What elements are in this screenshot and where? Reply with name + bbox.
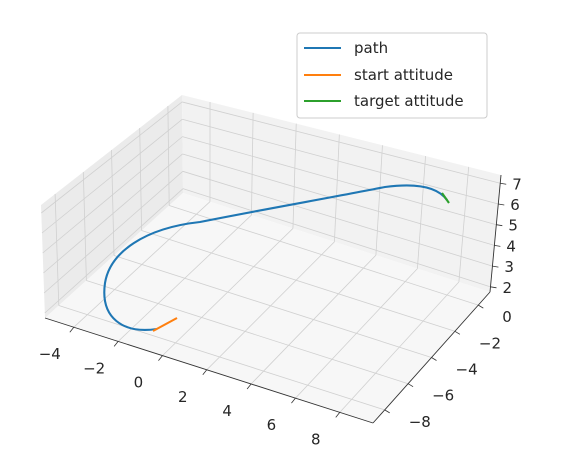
legend-label-target-attitude: target attitude (354, 92, 464, 110)
z-gridline-back (182, 153, 495, 246)
x-tick-label: 8 (311, 430, 321, 448)
y-tick-mark (407, 383, 414, 388)
grid-lines (41, 101, 501, 413)
z-gridline-back (182, 136, 497, 226)
x-axis-line (44, 317, 374, 424)
pane-back (182, 95, 501, 292)
y-tick-label: −6 (432, 387, 454, 405)
z-gridline-side (44, 188, 184, 314)
x-tick-mark (246, 383, 252, 390)
legend-box (296, 32, 488, 119)
x-tick-label: 6 (267, 416, 277, 434)
z-tick-mark (498, 203, 505, 206)
x-tick-mark (202, 369, 208, 376)
y-gridline (113, 255, 432, 358)
y-tick-label: −8 (409, 413, 431, 431)
series-path-line (103, 184, 448, 331)
z-tick-mark (492, 265, 499, 268)
z-tick-label: 2 (502, 279, 512, 297)
z-gridline-side (43, 153, 183, 274)
x-tick-label: −2 (83, 359, 105, 377)
pane-left (41, 95, 183, 318)
z-tick-label: 4 (506, 237, 516, 255)
z-gridline-back (182, 188, 491, 288)
x-axis-ticks: −4 −2 0 2 4 6 8 (39, 326, 341, 448)
y-tick-label: 0 (502, 308, 512, 326)
x-tick-mark (335, 412, 341, 418)
y-gridline (86, 280, 409, 385)
x-tick-mark (69, 326, 75, 333)
x-tick-label: 0 (134, 374, 144, 392)
y-gridline-side (139, 127, 142, 231)
x-gridline-back (416, 156, 426, 269)
y-tick-mark (431, 357, 437, 361)
z-gridline-back (182, 118, 499, 205)
x-gridline-back (458, 166, 470, 283)
z-tick-label: 3 (504, 258, 514, 276)
z-tick-mark (500, 182, 507, 185)
y-tick-mark (454, 330, 461, 335)
z-tick-label: 7 (512, 175, 522, 193)
y-gridline-side (167, 105, 170, 206)
z-gridline-side (41, 101, 183, 214)
y-gridline (141, 230, 456, 332)
y-gridline (58, 305, 385, 411)
series-start-attitude-line (152, 317, 178, 332)
legend-label-path: path (354, 39, 388, 57)
z-gridline-back (182, 170, 493, 267)
x-tick-mark (291, 397, 296, 404)
x-gridline-back (375, 145, 383, 256)
x-tick-label: 2 (178, 388, 188, 406)
x-gridline-back (292, 123, 297, 229)
x-gridline-back (251, 112, 254, 216)
y-gridline-side (54, 193, 60, 306)
z-gridline-side (43, 171, 184, 294)
z-tick-mark (490, 286, 497, 289)
y-gridline-side (111, 149, 115, 256)
y-tick-mark (478, 304, 484, 309)
z-gridline-side (41, 118, 183, 234)
y-axis-ticks: 0−2−4−6−8 (384, 304, 512, 431)
series-target-attitude-line (441, 192, 450, 204)
x-tick-mark (113, 341, 119, 347)
y-tick-mark (384, 409, 390, 414)
z-tick-mark (494, 245, 501, 247)
legend: path start attitude target attitude (296, 32, 488, 119)
pane-floor (45, 193, 490, 423)
z-tick-mark (496, 224, 503, 227)
y-gridline (169, 205, 479, 306)
z-gridline-side (42, 136, 183, 254)
legend-label-start-attitude: start attitude (354, 66, 453, 84)
y-tick-label: −4 (456, 361, 478, 379)
y-tick-label: −2 (479, 334, 501, 352)
z-axis-line (489, 174, 502, 293)
x-tick-label: −4 (39, 345, 61, 363)
x-tick-label: 4 (222, 402, 232, 420)
z-axis-ticks: 2 3 4 5 6 7 (490, 175, 522, 297)
x-gridline-back (334, 134, 340, 242)
z-tick-label: 5 (508, 217, 518, 235)
z-tick-label: 6 (510, 196, 520, 214)
z-gridline-back (181, 101, 501, 184)
y-gridline-side (82, 171, 87, 281)
x-tick-mark (158, 355, 163, 361)
